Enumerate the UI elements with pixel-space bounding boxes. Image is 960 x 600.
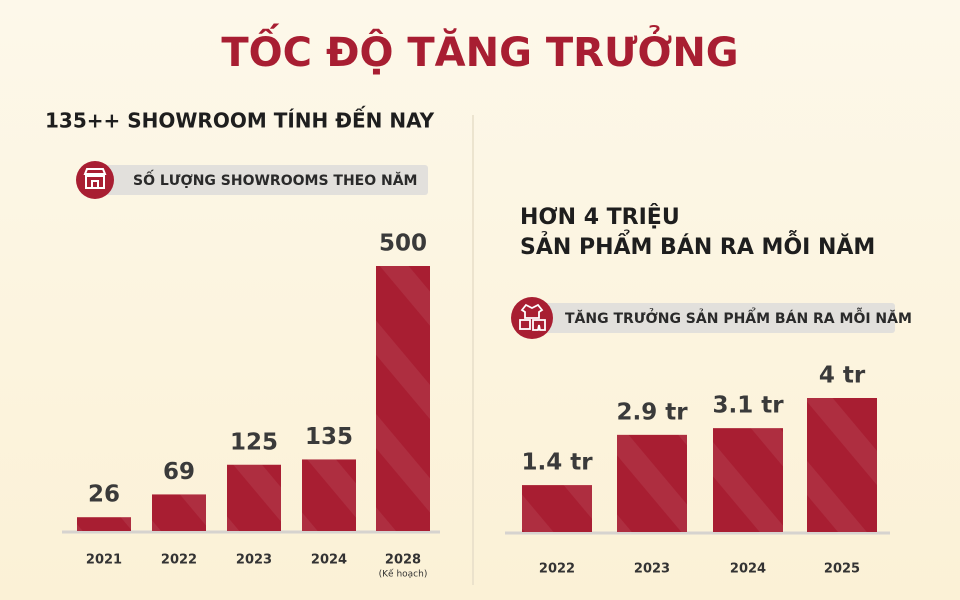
- value-label: 4 tr: [819, 363, 866, 389]
- value-label: 69: [163, 459, 195, 485]
- x-tick-label: 2022: [161, 553, 197, 568]
- badge-bg: [540, 303, 895, 333]
- page-title: TỐC ĐỘ TĂNG TRƯỞNG: [221, 22, 738, 76]
- x-tick-label: 2021: [86, 553, 122, 568]
- x-tick-label: 2024: [311, 553, 347, 568]
- value-label: 125: [230, 429, 278, 455]
- store-icon-glyph: [83, 168, 107, 189]
- x-tick-note: (Kế hoạch): [379, 569, 428, 580]
- x-tick-label: 2025: [824, 562, 860, 577]
- panel-heading: SẢN PHẨM BÁN RA MỖI NĂM: [520, 231, 875, 260]
- value-label: 26: [88, 482, 120, 508]
- value-label: 3.1 tr: [712, 393, 784, 419]
- x-tick-label: 2023: [236, 553, 272, 568]
- bar-stripes: [227, 464, 281, 531]
- badge-label: TĂNG TRƯỞNG SẢN PHẨM BÁN RA MỖI NĂM: [565, 307, 912, 327]
- bar-stripes: [617, 434, 687, 532]
- badge-label: SỐ LƯỢNG SHOWROOMS THEO NĂM: [133, 169, 418, 189]
- bar-stripes: [152, 494, 206, 531]
- bar-stripes: [376, 266, 430, 531]
- x-tick-label: 2024: [730, 562, 766, 577]
- panel-heading: HƠN 4 TRIỆU: [520, 203, 680, 230]
- x-tick-label: 2023: [634, 562, 670, 577]
- x-tick-label: 2022: [539, 562, 575, 577]
- bar-stripes: [713, 428, 783, 532]
- clothes-icon-glyph: [519, 303, 546, 331]
- bar-stripes: [807, 398, 877, 532]
- value-label: 500: [379, 231, 427, 257]
- bar-stripes: [77, 517, 131, 531]
- value-label: 2.9 tr: [616, 399, 688, 425]
- panel-heading: 135++ SHOWROOM TÍNH ĐẾN NAY: [45, 107, 435, 133]
- x-tick-label: 2028: [385, 553, 421, 568]
- value-label: 1.4 tr: [521, 450, 593, 476]
- value-label: 135: [305, 424, 353, 450]
- badge-bg: [100, 165, 428, 195]
- bar-stripes: [522, 485, 592, 532]
- bar-stripes: [302, 459, 356, 531]
